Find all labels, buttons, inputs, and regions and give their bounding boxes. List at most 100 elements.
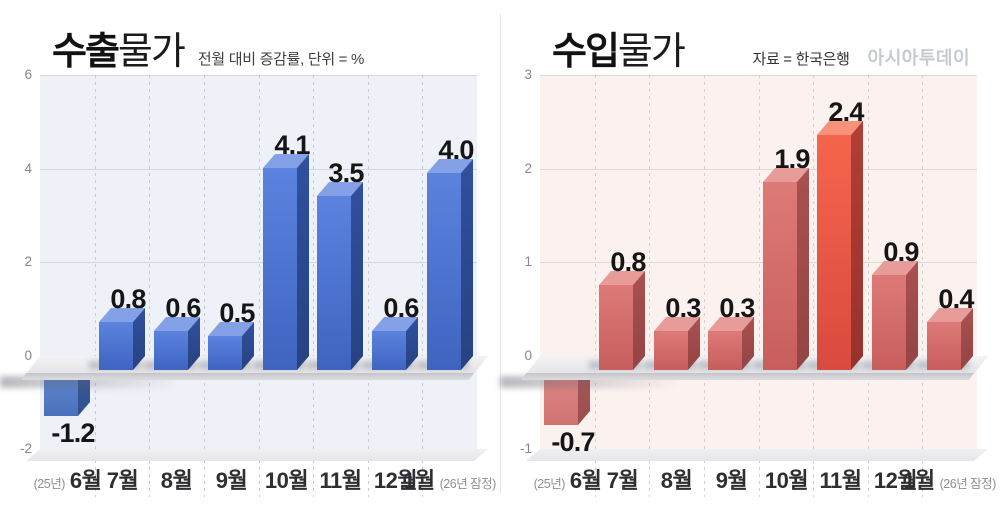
month-name: 9월 [215, 468, 248, 493]
gridline-x-dashed [95, 75, 96, 497]
bar-top-face [99, 308, 145, 322]
gridline-x-dashed [259, 75, 260, 497]
bar-12월 [372, 331, 406, 370]
gridline-x-dashed [813, 75, 814, 497]
month-name: 12월 [373, 468, 418, 493]
floor-slab-bevel [22, 373, 474, 380]
bar-8월 [654, 331, 688, 370]
gridline-y [40, 169, 477, 170]
bar-top-face [372, 317, 418, 331]
gridline-y [40, 262, 477, 263]
gridline-y [540, 169, 977, 170]
gridline-x-dashed [649, 75, 650, 497]
bar-value-label: 0.8 [610, 247, 646, 277]
data-source-label: 자료 = 한국은행 [752, 51, 850, 68]
month-label: 10월 [729, 463, 844, 497]
month-name: 8월 [660, 468, 693, 493]
month-label: 10월 [229, 463, 344, 497]
month-name: 11월 [319, 468, 363, 493]
import-price-chart-panel: 수입 물가 자료 = 한국은행 아시아투데이 3 2 1 0 -1 -0.7 0.8 0.3 0.… [500, 0, 1000, 509]
gridline-x-dashed [313, 75, 314, 497]
bar-value-label: 4.0 [438, 135, 474, 165]
bar-11월 [317, 196, 351, 370]
bar-value-label: 0.6 [383, 293, 419, 323]
bar-value-label: 0.3 [665, 293, 701, 323]
bar-side-face [851, 121, 863, 370]
y-axis-tick-label: 0 [524, 348, 532, 363]
y-axis-tick-label: 1 [524, 254, 532, 269]
bar-value-label: 0.4 [938, 284, 974, 314]
import-chart-plot: 3 2 1 0 -1 -0.7 0.8 0.3 0.3 1.9 2.4 0.9 0.4 (25년) 6월 7월… [500, 0, 1000, 509]
bar-top-face [872, 261, 918, 275]
bar-side-face [961, 308, 973, 370]
bar-value-label: 0.5 [219, 298, 255, 328]
bar-top-face [427, 159, 473, 173]
bar-side-face [242, 322, 254, 370]
bar-7월 [99, 322, 133, 370]
month-name: 1월 [403, 468, 435, 493]
bottom-axis-strip [26, 449, 488, 461]
month-name: 9월 [715, 468, 748, 493]
export-price-chart-panel: 수출 물가 전월 대비 증감률, 단위 = % 6 4 2 0 -2 -1.2 0.8 0.6 0… [0, 20, 497, 497]
panel-divider [500, 14, 501, 494]
month-name: 11월 [819, 468, 863, 493]
asiatoday-logo: 아시아투데이 [867, 48, 970, 68]
provisional-suffix-label: (26년 잠정) [939, 477, 997, 491]
bar-9월 [708, 331, 742, 370]
title-bold-text: 수입 [552, 31, 620, 73]
bar-top-face [208, 322, 254, 336]
y-axis-tick-label: 3 [524, 67, 532, 82]
month-label: (25년) 6월 [10, 463, 125, 497]
month-label: 11월 [283, 463, 398, 497]
month-label: 7월 [565, 463, 680, 497]
bar-value-label: -0.7 [551, 427, 595, 457]
month-label: 8월 [119, 463, 234, 497]
y-axis-tick-label: 4 [24, 161, 32, 176]
month-name: 12월 [873, 468, 918, 493]
y-axis-tick-label: 2 [524, 161, 532, 176]
bar-6월 [544, 372, 578, 425]
y-axis-tick-label: 2 [24, 254, 32, 269]
gridline-x-dashed [868, 75, 869, 497]
bar-top-face [317, 182, 363, 196]
month-label: 8월 [619, 463, 734, 497]
gridline-y [540, 262, 977, 263]
gridline-x-dashed [595, 75, 596, 497]
bar-11월 [817, 135, 851, 370]
source-row: 자료 = 한국은행 아시아투데이 [752, 44, 970, 70]
month-name: 10월 [264, 468, 309, 493]
bar-side-face [906, 261, 918, 370]
month-name: 8월 [160, 468, 193, 493]
bar-side-face [461, 159, 473, 370]
title-regular-text: 물가 [117, 31, 186, 73]
bar-value-label: -1.2 [51, 418, 95, 448]
bar-10월 [763, 182, 797, 370]
bar-side-face [688, 317, 700, 370]
bar-side-face [742, 317, 754, 370]
bottom-axis-strip [526, 449, 988, 461]
gridline-x-dashed [922, 75, 923, 497]
import-chart-title: 수입 물가 [552, 20, 686, 75]
bar-7월 [599, 285, 633, 370]
bar-value-label: 4.1 [274, 130, 310, 160]
bar-side-face [797, 168, 809, 370]
gridline-y [40, 75, 477, 76]
month-label: 11월 [783, 463, 898, 497]
bar-side-face [351, 182, 363, 370]
export-chart-title: 수출 물가 전월 대비 증감률, 단위 = % [52, 20, 364, 75]
month-name: 7월 [106, 468, 139, 493]
bar-9월 [208, 336, 242, 370]
bar-10월 [263, 168, 297, 370]
bar-value-label: 0.3 [719, 293, 755, 323]
bar-top-face [763, 168, 809, 182]
month-name: 1월 [903, 468, 935, 493]
bar-value-label: 0.8 [110, 284, 146, 314]
year-prefix-label: (25년) [33, 477, 66, 491]
month-label: 12월 [838, 463, 953, 497]
month-label: 9월 [674, 463, 789, 497]
bar-top-face [708, 317, 754, 331]
provisional-suffix-label: (26년 잠정) [439, 477, 497, 491]
bar-top-face [817, 121, 863, 135]
gridline-x-dashed [704, 75, 705, 497]
bar-top-face [599, 271, 645, 285]
